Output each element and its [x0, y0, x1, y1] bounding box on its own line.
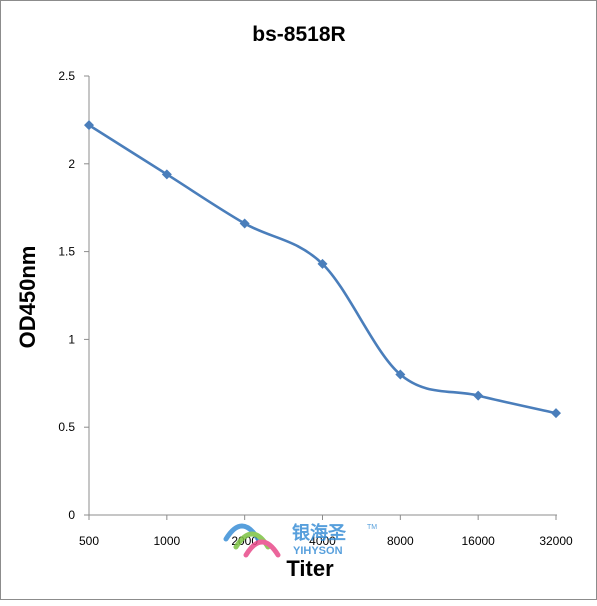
y-tick-label: 2.5: [58, 69, 75, 83]
data-point: [317, 258, 328, 269]
x-tick-label: 4000: [309, 534, 336, 548]
y-tick-label: 2: [68, 157, 75, 171]
logo-mark-icon: [223, 523, 281, 558]
y-axis-title: OD450nm: [15, 246, 40, 349]
x-tick-label: 8000: [387, 534, 414, 548]
x-tick-label: 32000: [539, 534, 573, 548]
x-axis-title: Titer: [286, 556, 334, 581]
data-point: [239, 218, 250, 229]
watermark-trademark: TM: [367, 524, 377, 531]
chart-title: bs-8518R: [252, 23, 345, 46]
data-point: [473, 390, 484, 401]
data-point: [551, 408, 561, 419]
watermark-logo: 银海圣 TM YIHYSON: [223, 522, 377, 558]
series-line: [88, 124, 557, 415]
plot-area: [84, 120, 561, 419]
watermark-text-cn: 银海圣: [292, 522, 347, 544]
y-tick-label: 1: [68, 332, 75, 346]
y-axis-ticks: 0 0.5 1 1.5 2 2.5: [58, 69, 89, 522]
x-axis-ticks: 500 1000 2000 4000 8000 16000 32000: [79, 515, 573, 548]
x-tick-label: 1000: [153, 534, 180, 548]
x-tick-label: 500: [79, 534, 99, 548]
y-tick-label: 0: [68, 508, 75, 522]
data-point: [84, 120, 94, 131]
watermark-text-en: YIHYSON: [293, 545, 343, 557]
data-point: [161, 169, 172, 180]
y-tick-label: 0.5: [58, 420, 75, 434]
data-point: [395, 369, 406, 380]
x-tick-label: 16000: [461, 534, 495, 548]
y-tick-label: 1.5: [58, 245, 75, 259]
